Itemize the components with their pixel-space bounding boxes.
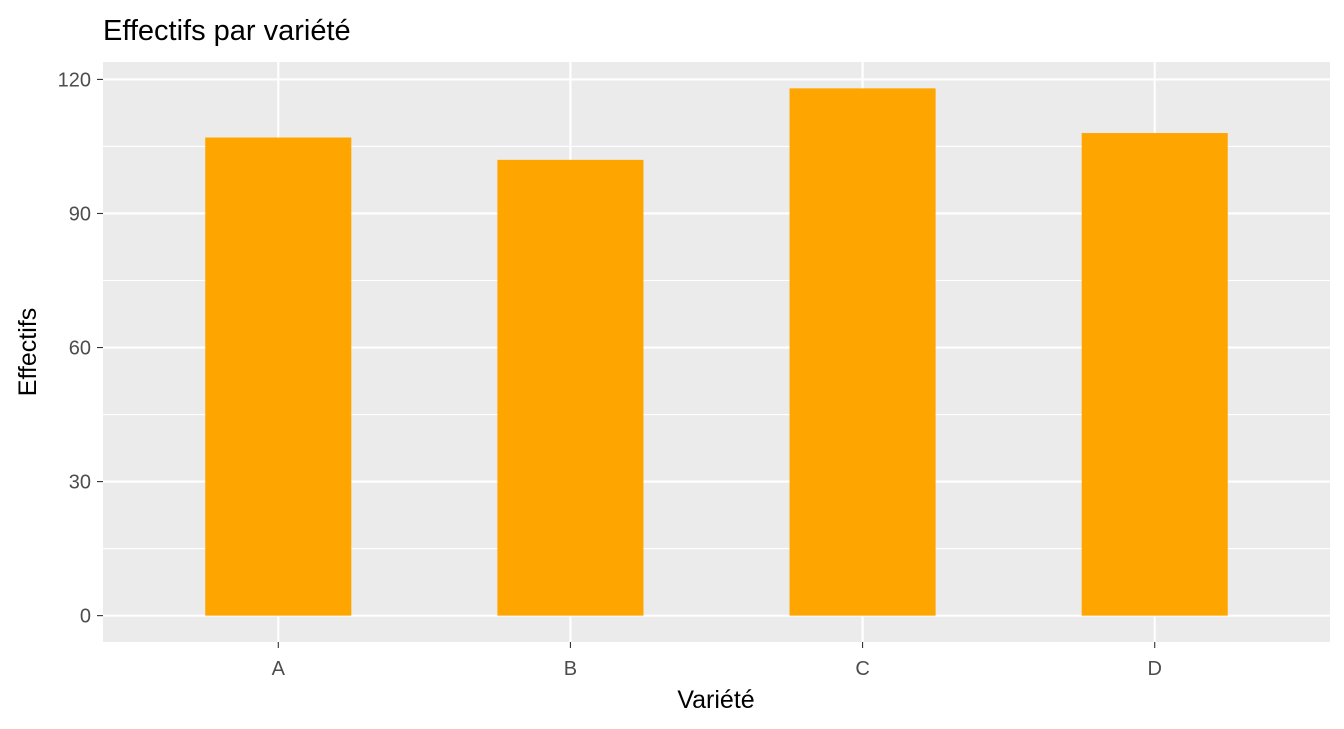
- bar-C: [789, 88, 936, 616]
- x-tick-label: D: [1147, 658, 1161, 680]
- y-axis-title: Effectifs: [14, 308, 42, 396]
- x-tick-label: C: [855, 658, 869, 680]
- bar-A: [205, 137, 352, 616]
- y-axis: 0 30 60 90 120: [58, 69, 103, 628]
- x-axis: A B C D: [272, 642, 1162, 680]
- y-tick-label: 120: [58, 69, 91, 91]
- x-tick-label: B: [564, 658, 577, 680]
- y-tick-label: 60: [69, 338, 91, 360]
- y-tick-label: 30: [69, 472, 91, 494]
- bar-D: [1081, 133, 1228, 616]
- bars: [205, 88, 1228, 616]
- bar-B: [497, 159, 644, 616]
- chart-title: Effectifs par variété: [103, 15, 351, 47]
- x-tick-label: A: [272, 658, 286, 680]
- y-tick-label: 90: [69, 203, 91, 225]
- x-axis-title: Variété: [677, 686, 754, 714]
- y-tick-label: 0: [80, 606, 91, 628]
